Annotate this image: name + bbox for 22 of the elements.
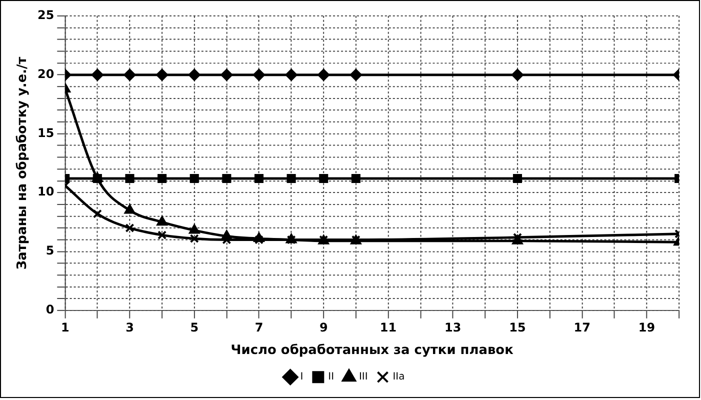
y-tick-label: 25 xyxy=(38,8,54,22)
x-tick-label: 17 xyxy=(574,320,590,335)
legend-label: I xyxy=(300,372,304,383)
y-axis-title: Затраны на обработку у.е./т xyxy=(15,56,30,270)
x-tick-label: 3 xyxy=(126,320,134,335)
x-tick-label: 9 xyxy=(319,320,328,335)
legend-label: IIa xyxy=(392,372,405,383)
x-axis-title: Число обработанных за сутки плавок xyxy=(230,342,514,358)
x-tick-label: 7 xyxy=(254,320,264,335)
y-tick-label: 15 xyxy=(38,126,54,140)
y-tick-label: 10 xyxy=(38,184,54,199)
legend-label: III xyxy=(358,372,368,383)
x-tick-label: 15 xyxy=(509,320,526,335)
y-tick-label: 20 xyxy=(38,66,54,81)
x-tick-label: 19 xyxy=(638,320,656,335)
x-tick-label: 13 xyxy=(444,320,462,335)
x-tick-label: 1 xyxy=(60,320,70,335)
y-tick-label: 5 xyxy=(46,244,54,258)
x-tick-label: 11 xyxy=(380,320,397,335)
y-tick-label: 0 xyxy=(46,302,54,317)
legend-label: II xyxy=(328,372,334,383)
x-tick-label: 5 xyxy=(190,320,199,335)
